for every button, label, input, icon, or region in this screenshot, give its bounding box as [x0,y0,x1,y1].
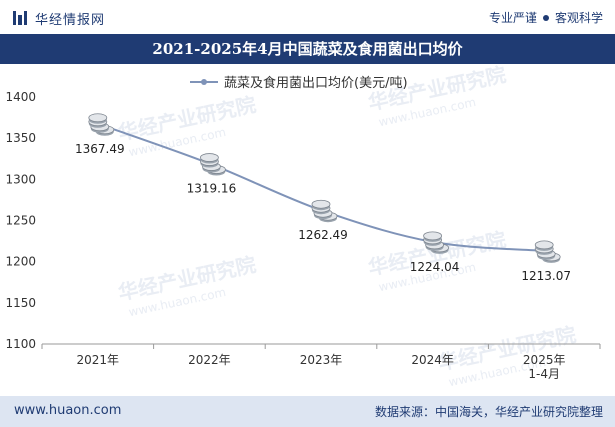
tagline-right: 客观科学 [554,11,603,25]
data-source: 数据来源：中国海关，华经产业研究院整理 [374,405,603,419]
series [88,113,561,263]
data-point-coin-icon [88,113,115,136]
coin-face [88,113,108,123]
coin-face [311,199,331,209]
data-label: 1213.07 [521,269,571,283]
x-tick-label: 2022年 [188,353,231,367]
x-tick-label: 2024年 [411,353,454,367]
tagline: 专业严谨 客观科学 [489,9,603,26]
y-tick-label: 1350 [5,131,36,145]
data-label: 1262.49 [298,228,348,242]
coin-face [423,231,443,241]
coin-face [199,153,219,162]
data-point-coin-icon [534,240,561,263]
labels: 1367.49 1319.16 1262.49 1224.04 1213.07 [75,142,571,283]
legend-label: 蔬菜及食用菌出口均价(美元/吨) [224,75,408,91]
footer-site[interactable]: www.huaon.com [14,403,122,418]
x-tick-label: 2025年 [523,353,566,367]
x-tick-label: 1-4月 [528,367,560,381]
y-tick-label: 1300 [5,172,36,186]
tagline-left: 专业严谨 [488,11,537,25]
legend: 蔬菜及食用菌出口均价(美元/吨) [190,75,408,91]
x-tick-label: 2021年 [77,353,120,367]
coin-face [534,240,554,250]
brand-logo-icon [13,11,27,25]
data-label: 1319.16 [187,182,237,196]
x-tick-label: 2023年 [300,353,343,367]
chart-title: 2021-2025年4月中国蔬菜及食用菌出口均价 [152,40,463,58]
title-bar [0,34,615,64]
data-label: 1367.49 [75,142,125,156]
y-tick-label: 1200 [5,255,36,269]
data-point-coin-icon [199,153,226,176]
brand-name: 华经情报网 [35,13,106,28]
data-point-coin-icon [311,199,338,223]
data-label: 1224.04 [410,260,460,274]
legend-marker-icon [201,79,207,85]
footer-bar [0,396,615,427]
y-tick-label: 1150 [5,296,36,310]
axes: 1100 1150 1200 1250 1300 1350 1400 2021年 2022年 20… [5,90,601,381]
separator-dot-icon [542,15,549,21]
data-point-coin-icon [423,231,450,254]
y-tick-label: 1400 [5,90,36,104]
top-bar: 华经情报网 专业严谨 客观科学 [0,0,615,34]
y-tick-label: 1250 [5,214,36,228]
y-tick-label: 1100 [5,337,36,351]
